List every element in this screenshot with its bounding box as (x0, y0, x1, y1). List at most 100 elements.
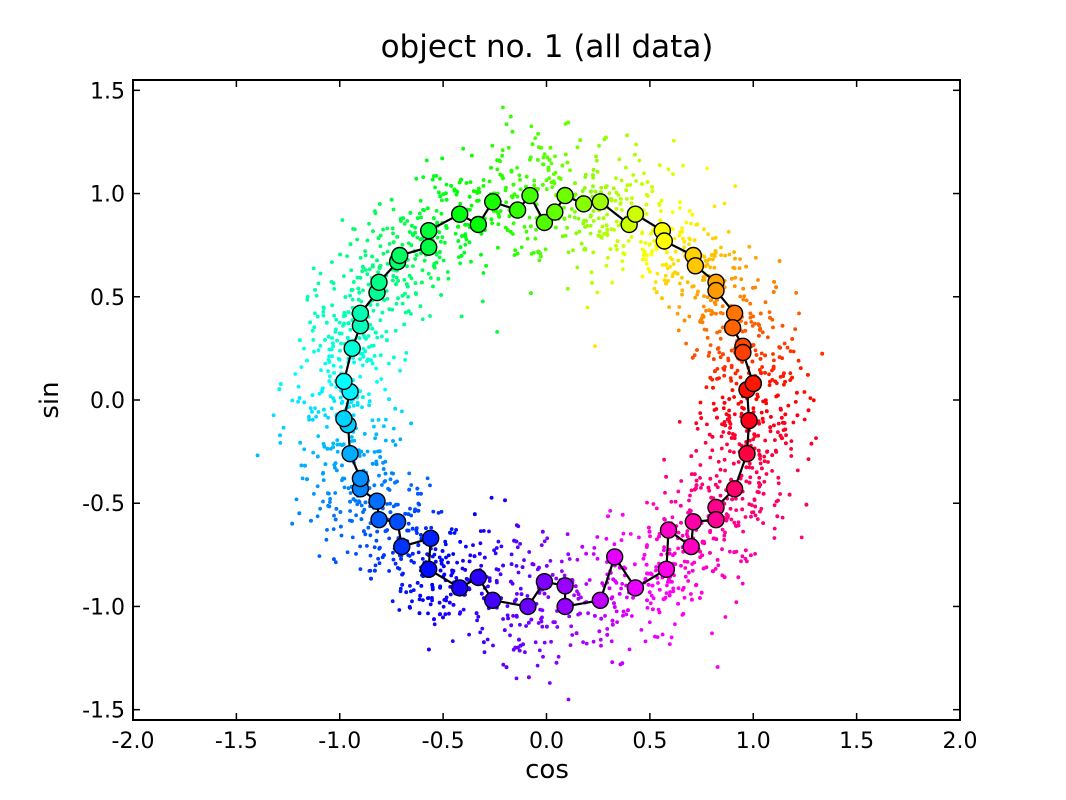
scatter-point (605, 632, 610, 637)
scatter-point (487, 179, 492, 184)
scatter-point (621, 531, 626, 536)
scatter-point (727, 408, 731, 413)
scatter-point (342, 321, 346, 326)
scatter-point (565, 532, 570, 537)
scatter-point (368, 303, 373, 307)
scatter-point (482, 555, 487, 560)
scatter-point (451, 552, 456, 556)
scatter-point (520, 565, 525, 569)
scatter-point (701, 566, 706, 571)
scatter-point (760, 365, 764, 369)
scatter-point (796, 358, 801, 363)
scatter-point (504, 665, 509, 670)
scatter-point (420, 317, 425, 322)
scatter-point (651, 607, 655, 612)
scatter-point (784, 433, 788, 438)
scatter-point (756, 448, 761, 453)
scatter-point (614, 207, 619, 211)
scatter-point (459, 177, 463, 182)
scatter-point (595, 290, 600, 295)
scatter-point (668, 590, 672, 594)
scatter-point (372, 450, 377, 454)
scatter-point (741, 297, 746, 302)
scatter-point (682, 559, 687, 564)
scatter-point (776, 421, 781, 426)
scatter-point (667, 593, 672, 598)
scatter-point (766, 460, 770, 464)
scatter-point (522, 225, 527, 229)
scatter-point (400, 572, 404, 577)
scatter-point (367, 221, 371, 226)
scatter-point (624, 165, 628, 170)
scatter-point (402, 322, 407, 327)
scatter-point (508, 229, 513, 234)
scatter-point (414, 176, 419, 181)
scatter-point (763, 438, 768, 443)
scatter-point (347, 405, 352, 409)
scatter-point (722, 533, 727, 538)
scatter-point (732, 284, 737, 289)
scatter-point (709, 253, 714, 257)
scatter-point (416, 491, 420, 496)
scatter-point (333, 517, 338, 522)
scatter-point (714, 474, 719, 478)
scatter-point (338, 395, 343, 400)
scatter-point (471, 189, 476, 194)
scatter-point (415, 486, 420, 491)
scatter-point (717, 479, 722, 484)
scatter-point (309, 518, 313, 523)
scatter-point (513, 248, 517, 253)
scatter-point (505, 613, 510, 618)
scatter-point (504, 122, 509, 127)
scatter-point (610, 622, 615, 627)
scatter-point (717, 350, 722, 355)
scatter-point (700, 553, 705, 558)
scatter-point (654, 506, 659, 511)
scatter-point (732, 550, 737, 555)
scatter-point (332, 371, 336, 375)
scatter-point (608, 247, 613, 252)
scatter-point (313, 311, 317, 316)
scatter-point (683, 566, 688, 570)
scatter-point (604, 263, 609, 268)
scatter-point (730, 388, 735, 392)
scatter-point (536, 158, 540, 162)
scatter-point (340, 218, 345, 223)
scatter-point (317, 554, 322, 558)
scatter-point (406, 521, 411, 526)
scatter-point (439, 239, 443, 244)
scatter-point (607, 586, 612, 591)
scatter-point (408, 506, 412, 511)
scatter-point (376, 418, 381, 422)
scatter-point (516, 570, 521, 575)
scatter-point (695, 348, 699, 352)
scatter-point (725, 442, 729, 447)
scatter-point (396, 502, 400, 507)
scatter-point (410, 551, 415, 556)
scatter-point (680, 288, 685, 293)
scatter-point (369, 576, 373, 581)
scatter-point (721, 352, 725, 357)
scatter-point (687, 242, 691, 247)
scatter-point (620, 512, 625, 517)
scatter-point (394, 301, 399, 306)
scatter-point (666, 279, 671, 283)
scatter-point (695, 426, 700, 431)
scatter-point (391, 557, 396, 562)
scatter-point (299, 463, 304, 468)
scatter-point (430, 177, 435, 182)
scatter-point (729, 348, 734, 353)
scatter-point (414, 253, 419, 257)
scatter-point (604, 135, 608, 140)
scatter-point (458, 610, 463, 615)
scatter-point (360, 269, 365, 274)
scatter-point (791, 420, 796, 425)
scatter-point (345, 335, 350, 340)
path-marker (351, 304, 370, 322)
scatter-point (547, 681, 552, 685)
scatter-point (546, 595, 551, 599)
scatter-point (736, 520, 741, 525)
scatter-point (562, 216, 567, 221)
scatter-point (702, 327, 707, 332)
scatter-point (647, 243, 652, 247)
